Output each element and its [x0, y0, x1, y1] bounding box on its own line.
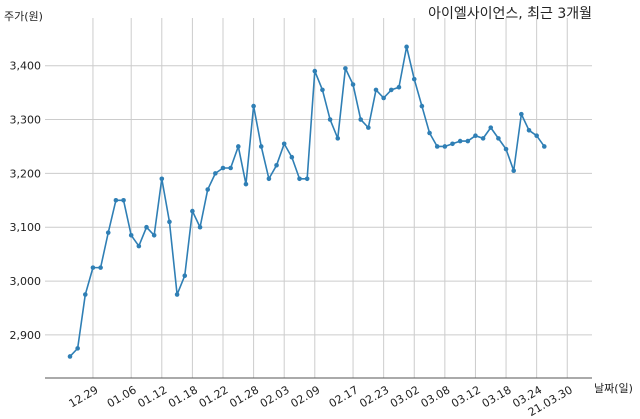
data-point: [251, 103, 256, 109]
series-line: [69, 46, 545, 358]
data-point: [373, 87, 379, 93]
grid: [45, 18, 592, 378]
data-point: [442, 144, 448, 149]
series: [67, 44, 547, 359]
data-point: [289, 154, 295, 160]
x-tick-label: 02.09: [289, 383, 323, 410]
data-point: [320, 87, 325, 93]
data-point: [419, 103, 425, 109]
data-point: [281, 141, 287, 147]
data-point: [90, 265, 96, 270]
x-tick-label: 03.08: [419, 383, 453, 410]
data-point: [511, 168, 516, 173]
data-point: [396, 84, 402, 90]
data-point: [457, 138, 463, 144]
data-point: [297, 176, 302, 182]
data-point: [473, 133, 478, 138]
data-point: [389, 87, 394, 93]
data-point: [151, 233, 157, 238]
x-tick-label: 02.23: [357, 383, 391, 410]
x-tick-label: 01.06: [105, 383, 139, 410]
x-tick-label: 02.17: [327, 383, 361, 410]
data-point: [228, 165, 233, 171]
data-point: [381, 95, 386, 101]
data-point: [75, 346, 80, 351]
y-tick-label: 3,000: [10, 275, 42, 288]
x-tick-label: 01.28: [227, 383, 261, 410]
x-tick-label: 03.12: [449, 383, 483, 410]
data-point: [427, 130, 432, 136]
data-point: [220, 165, 226, 171]
data-point: [350, 82, 356, 87]
data-point: [480, 136, 486, 141]
data-point: [167, 219, 172, 225]
data-point: [98, 265, 103, 270]
data-point: [136, 243, 142, 249]
data-point: [465, 138, 471, 144]
data-point: [128, 233, 134, 238]
tick-labels: 2,900 3,000 3,100 3,200 3,300 3,400 12.29 01.06…: [10, 60, 575, 419]
x-tick-label: 01.22: [197, 383, 231, 410]
data-point: [411, 76, 417, 82]
y-tick-label: 3,100: [10, 221, 42, 234]
x-tick-label: 01.12: [136, 383, 170, 410]
data-point: [266, 176, 272, 182]
y-tick-label: 3,200: [10, 167, 42, 180]
x-tick-label: 03.02: [388, 383, 422, 410]
data-point: [121, 198, 126, 203]
data-point: [404, 44, 409, 50]
data-point: [327, 117, 333, 122]
data-point: [450, 141, 455, 147]
data-point: [343, 66, 348, 71]
data-point: [274, 163, 279, 168]
data-point: [83, 292, 88, 297]
data-point: [312, 68, 318, 74]
data-point: [205, 187, 210, 192]
data-point: [159, 176, 165, 182]
y-tick-label: 3,400: [10, 60, 42, 73]
data-point: [519, 111, 524, 117]
data-point: [182, 273, 188, 278]
x-tick-label: 01.18: [166, 383, 200, 410]
data-point: [335, 136, 341, 141]
y-tick-label: 3,300: [10, 114, 42, 127]
data-point: [67, 354, 73, 359]
data-point: [236, 144, 241, 149]
x-tick-label: 12.29: [67, 383, 101, 410]
x-tick-label: 02.03: [258, 383, 292, 410]
x-axis-label: 날짜(일): [594, 381, 633, 395]
data-point: [434, 144, 440, 149]
data-point: [526, 128, 532, 133]
data-point: [366, 125, 371, 130]
y-tick-label: 2,900: [10, 329, 42, 342]
data-point: [113, 198, 119, 203]
data-point: [197, 224, 203, 230]
data-point: [243, 181, 249, 187]
data-point: [358, 117, 364, 122]
y-axis-label: 주가(원): [4, 10, 43, 23]
data-point: [190, 208, 195, 214]
data-point: [542, 144, 547, 149]
data-point: [496, 136, 501, 141]
data-point: [503, 146, 509, 152]
data-point: [174, 292, 180, 297]
x-tick-label: 03.18: [480, 383, 514, 410]
data-point: [213, 171, 218, 176]
data-point: [105, 230, 111, 235]
data-point: [304, 176, 310, 182]
data-point: [258, 144, 264, 149]
data-point: [534, 133, 539, 138]
data-point: [488, 125, 494, 130]
chart-title: 아이엘사이언스, 최근 3개월: [428, 6, 592, 22]
data-point: [144, 224, 149, 230]
